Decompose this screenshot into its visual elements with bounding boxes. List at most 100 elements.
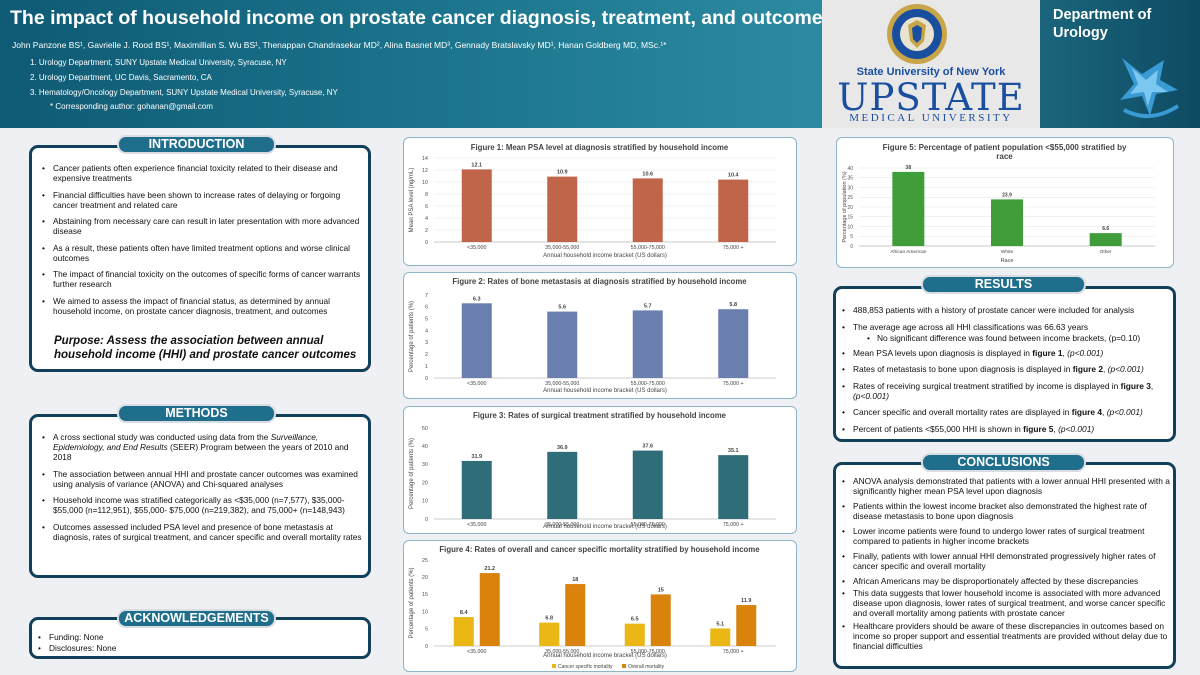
results-bullet: Rates of metastasis to bone upon diagnos…	[840, 364, 1172, 374]
y-tick-label: 10	[422, 180, 428, 186]
y-tick-label: 1	[425, 364, 428, 370]
x-tick-label: 35,000-55,000	[545, 649, 579, 655]
results-text: The average age across all HHI classific…	[853, 321, 1089, 332]
y-tick-label: 20	[422, 575, 428, 581]
y-tick-label: 15	[422, 592, 428, 598]
conclusion-bullet: ANOVA analysis demonstrated that patient…	[840, 476, 1172, 496]
methods-text: (SEER) Program between the years of 2010…	[53, 442, 349, 462]
bar	[547, 451, 578, 519]
results-bullet: Cancer specific and overall mortality ra…	[840, 407, 1172, 417]
x-axis-label: Annual household income bracket (US doll…	[543, 524, 667, 530]
data-label: 35.1	[728, 448, 739, 454]
y-tick-label: 2	[425, 228, 428, 234]
y-tick-label: 5	[425, 627, 428, 633]
methods-bullet: Outcomes assessed included PSA level and…	[40, 522, 362, 542]
figure-5-panel: Figure 5: Percentage of patient populati…	[836, 137, 1174, 268]
intro-bullet: The impact of financial toxicity on the …	[40, 269, 362, 289]
chart-title: Figure 1: Mean PSA level at diagnosis st…	[471, 143, 729, 152]
y-tick-label: 20	[422, 480, 428, 486]
chart-title: Figure 2: Rates of bone metastasis at di…	[452, 277, 747, 286]
results-bullet: Rates of receiving surgical treatment st…	[840, 381, 1172, 401]
header-banner: The impact of household income on prosta…	[0, 0, 1200, 128]
figure-ref: figure 3	[1120, 380, 1151, 391]
data-label: 10.6	[642, 171, 653, 177]
bar	[1089, 233, 1122, 246]
y-tick-label: 7	[425, 293, 428, 299]
x-axis-label: Race	[1001, 258, 1014, 264]
x-axis-label: Annual household income bracket (US doll…	[543, 253, 667, 259]
y-tick-label: 10	[422, 609, 428, 615]
methods-text: A cross sectional study was conducted us…	[53, 432, 271, 442]
y-tick-label: 0	[425, 517, 428, 523]
y-tick-label: 6	[425, 305, 428, 311]
y-axis-label: Percentage of patients (%)	[409, 438, 415, 509]
y-tick-label: 4	[425, 216, 428, 222]
x-tick-label: <35,000	[467, 245, 486, 251]
y-tick-label: 40	[422, 444, 428, 450]
bar	[632, 178, 663, 242]
data-label: 6.6	[1102, 226, 1109, 232]
x-tick-label: 35,000-55,000	[545, 245, 579, 251]
results-text: No significant difference was found betw…	[877, 332, 1141, 343]
corresponding-author: * Corresponding author: gohanan@gmail.co…	[50, 102, 213, 111]
author-list: John Panzone BS¹, Gavrielle J. Rood BS¹,…	[12, 40, 667, 50]
bar	[718, 179, 749, 242]
figure-3-panel: Figure 3: Rates of surgical treatment st…	[403, 406, 797, 534]
y-tick-label: 30	[422, 462, 428, 468]
bar	[991, 199, 1023, 246]
x-tick-label: 75,000 +	[723, 522, 744, 528]
affiliation-1: 1. Urology Department, SUNY Upstate Medi…	[30, 58, 287, 67]
results-text: Rates of metastasis to bone upon diagnos…	[853, 364, 1073, 374]
p-value: (p<0.001)	[1106, 407, 1143, 417]
x-tick-label: 75,000 +	[723, 381, 744, 387]
bar	[650, 594, 671, 646]
intro-bullet: Cancer patients often experience financi…	[40, 163, 362, 183]
results-text: Mean PSA levels upon diagnosis is displa…	[853, 347, 1033, 358]
figure-5-chart: Figure 5: Percentage of patient populati…	[842, 143, 1155, 264]
legend-label: Cancer specific mortality	[558, 664, 613, 670]
y-tick-label: 0	[425, 376, 428, 382]
results-panel: 488,853 patients with a history of prost…	[833, 286, 1176, 442]
figure-1-panel: Figure 1: Mean PSA level at diagnosis st…	[403, 137, 797, 266]
introduction-title: INTRODUCTION	[117, 135, 276, 154]
purpose-statement: Purpose: Assess the association between …	[54, 335, 357, 361]
conclusion-bullet: Lower income patients were found to unde…	[840, 526, 1172, 546]
bar	[892, 171, 925, 246]
figure-2-chart: Figure 2: Rates of bone metastasis at di…	[409, 277, 776, 394]
y-tick-label: 0	[850, 244, 853, 250]
figure-ref: figure 1	[1032, 347, 1063, 358]
x-tick-label: 55,000-75,000	[631, 522, 665, 528]
data-label: 23.9	[1002, 192, 1012, 198]
y-tick-label: 14	[422, 156, 428, 162]
seer-program-name: Surveillance, Epidemiology, and End Resu…	[53, 432, 319, 452]
x-tick-label: 35,000-55,000	[545, 381, 579, 387]
ack-bullet: Disclosures: None	[36, 643, 336, 653]
figure-4-chart: Figure 4: Rates of overall and cancer sp…	[409, 545, 776, 670]
data-label: 6.3	[473, 296, 481, 302]
data-label: 11.9	[741, 598, 751, 604]
x-tick-label: 55,000-75,000	[631, 381, 665, 387]
y-axis-label: Mean PSA level (ng/mL)	[409, 168, 415, 233]
figure-ref: figure 4	[1071, 407, 1103, 417]
intro-bullet: We aimed to assess the impact of financi…	[40, 296, 362, 316]
y-tick-label: 5	[425, 317, 428, 323]
x-tick-label: White	[1001, 249, 1014, 255]
affiliation-2: 2. Urology Department, UC Davis, Sacrame…	[30, 73, 212, 82]
results-bullet: Percent of patients <$55,000 HHI is show…	[840, 424, 1172, 434]
bar	[736, 605, 757, 646]
medical-university-label: MEDICAL UNIVERSITY	[849, 112, 1013, 124]
results-bullet: The average age across all HHI classific…	[840, 322, 1172, 343]
legend-swatch	[552, 664, 556, 668]
y-tick-label: 4	[425, 328, 428, 334]
x-tick-label: 55,000-75,000	[631, 245, 665, 251]
p-value: (p<0.001)	[853, 390, 890, 401]
results-text: Rates of receiving surgical treatment st…	[853, 380, 1121, 391]
chart-title: Figure 3: Rates of surgical treatment st…	[473, 411, 727, 420]
bar	[547, 176, 578, 242]
data-label: 10.9	[557, 170, 568, 176]
conclusion-bullet: Finally, patients with lower annual HHI …	[840, 551, 1172, 571]
x-tick-label: Other	[1100, 249, 1112, 255]
wolf-mascot-icon	[1120, 58, 1180, 118]
conclusion-bullet: This data suggests that lower household …	[840, 588, 1172, 618]
methods-bullet: A cross sectional study was conducted us…	[40, 432, 362, 462]
